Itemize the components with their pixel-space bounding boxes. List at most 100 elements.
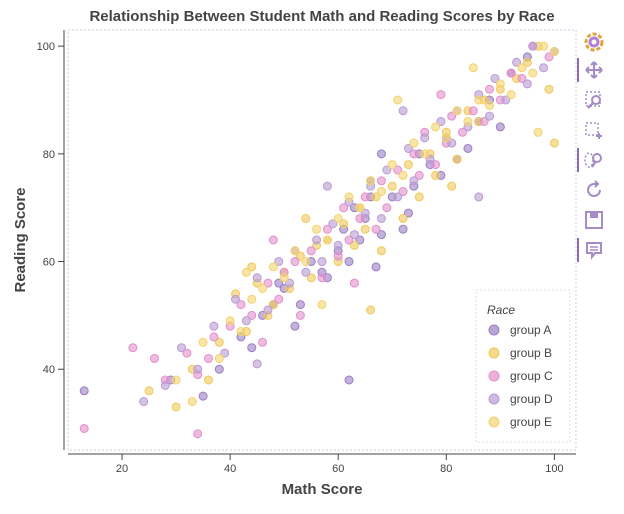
data-point	[247, 262, 257, 272]
data-point	[376, 176, 386, 186]
hover-icon[interactable]	[577, 236, 608, 264]
data-point	[301, 213, 311, 223]
save-icon[interactable]	[580, 206, 608, 234]
data-point	[225, 316, 235, 326]
data-point	[403, 160, 413, 170]
data-point	[204, 375, 214, 385]
data-point	[522, 79, 532, 89]
plot-area-frame	[67, 29, 577, 451]
data-point	[355, 213, 365, 223]
data-point	[393, 192, 403, 202]
data-point	[263, 305, 273, 315]
data-point	[376, 187, 386, 197]
data-point	[522, 57, 532, 67]
legend-marker	[488, 347, 500, 359]
legend-marker	[488, 370, 500, 382]
data-point	[544, 84, 554, 94]
box-select-icon[interactable]	[580, 116, 608, 144]
data-point	[344, 192, 354, 202]
data-point	[539, 41, 549, 51]
y-tick-label: 100	[37, 41, 55, 53]
data-point	[414, 170, 424, 180]
data-point	[79, 386, 89, 396]
x-axis-label: Math Score	[282, 481, 363, 498]
data-point	[333, 213, 343, 223]
data-point	[268, 235, 278, 245]
data-point	[485, 84, 495, 94]
data-point	[376, 213, 386, 223]
data-point	[528, 41, 538, 51]
data-point	[231, 294, 241, 304]
data-point	[376, 230, 386, 240]
legend: Race group A group B group C group D group E	[475, 289, 571, 443]
data-point	[398, 106, 408, 116]
data-point	[295, 300, 305, 310]
data-point	[430, 122, 440, 132]
legend-title: Race	[487, 303, 515, 317]
data-point	[430, 160, 440, 170]
data-point	[452, 106, 462, 116]
data-point	[409, 138, 419, 148]
data-point	[193, 429, 203, 439]
data-point	[533, 127, 543, 137]
legend-item-label: group C	[510, 369, 553, 383]
data-point	[312, 224, 322, 234]
data-point	[322, 181, 332, 191]
data-point	[506, 68, 516, 78]
data-point	[214, 364, 224, 374]
data-point	[295, 251, 305, 261]
data-point	[182, 348, 192, 358]
data-point	[355, 203, 365, 213]
data-point	[285, 278, 295, 288]
data-point	[241, 316, 251, 326]
data-point	[452, 154, 462, 164]
data-point	[436, 90, 446, 100]
pan-icon[interactable]	[577, 56, 608, 84]
lasso-zoom-icon[interactable]	[577, 146, 608, 174]
data-point	[409, 176, 419, 186]
data-point	[247, 343, 257, 353]
data-point	[398, 224, 408, 234]
x-tick-label: 100	[545, 463, 563, 475]
data-point	[355, 235, 365, 245]
data-point	[474, 95, 484, 105]
data-point	[360, 192, 370, 202]
data-point	[463, 117, 473, 127]
data-point	[274, 294, 284, 304]
legend-item-label: group A	[510, 323, 551, 337]
data-point	[376, 246, 386, 256]
legend-box	[475, 289, 571, 443]
data-point	[317, 257, 327, 267]
data-point	[258, 337, 268, 347]
bokeh-logo-icon[interactable]	[580, 28, 608, 56]
data-point	[149, 353, 159, 363]
data-point	[458, 127, 468, 137]
data-point	[490, 73, 500, 83]
data-point	[252, 359, 262, 369]
data-point	[517, 73, 527, 83]
data-point	[274, 278, 284, 288]
data-point	[485, 100, 495, 110]
data-point	[517, 63, 527, 73]
data-point	[485, 111, 495, 121]
data-point	[263, 278, 273, 288]
data-point	[268, 262, 278, 272]
data-point	[193, 364, 203, 374]
reset-icon[interactable]	[580, 176, 608, 204]
data-point	[209, 321, 219, 331]
data-point	[128, 343, 138, 353]
data-point	[447, 138, 457, 148]
data-point	[349, 230, 359, 240]
data-point	[241, 267, 251, 277]
data-point	[295, 310, 305, 320]
y-tick-label: 80	[43, 149, 55, 161]
data-point	[495, 122, 505, 132]
data-point	[371, 224, 381, 234]
data-point	[376, 149, 386, 159]
data-point	[549, 47, 559, 57]
data-point	[333, 251, 343, 261]
data-point	[247, 310, 257, 320]
data-point	[236, 300, 246, 310]
box-zoom-icon[interactable]	[580, 86, 608, 114]
data-point	[495, 79, 505, 89]
